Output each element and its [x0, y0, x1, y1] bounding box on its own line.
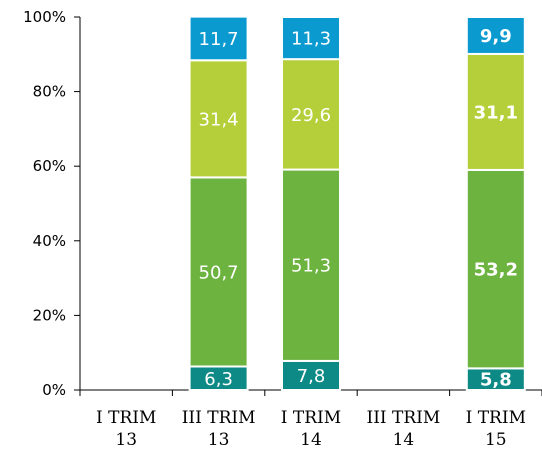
- y-tick-label: 40%: [33, 232, 66, 250]
- data-label: 51,3: [291, 256, 331, 277]
- bar-segment: [188, 15, 249, 62]
- x-tick-label: III TRIM 14: [366, 408, 440, 450]
- bar-segment: [465, 16, 526, 55]
- data-label: 6,3: [204, 369, 233, 390]
- data-label: 7,8: [297, 366, 326, 387]
- data-label: 9,9: [480, 26, 512, 47]
- chart-data-labels: 6,3 50,7 31,4 11,7 7,8 51,3 29,6 11,3 5,8 53,2 31,…: [199, 26, 518, 391]
- y-tick-label: 100%: [23, 8, 66, 26]
- bar-segment: [281, 16, 341, 61]
- y-tick-label: 60%: [33, 157, 66, 175]
- data-label: 11,7: [199, 29, 239, 50]
- bar-segment: [188, 59, 249, 179]
- data-label: 5,8: [480, 370, 512, 391]
- x-tick-label: I TRIM 14: [281, 408, 341, 450]
- y-tick-label: 20%: [33, 306, 66, 324]
- bar-segment: [188, 176, 249, 368]
- data-label: 11,3: [291, 29, 331, 50]
- y-tick-label: 80%: [33, 83, 66, 101]
- x-tick-label: III TRIM 13: [182, 408, 256, 450]
- data-label: 31,1: [474, 102, 518, 123]
- bar-segment: [281, 168, 341, 362]
- x-tick-label: I TRIM 13: [96, 408, 156, 450]
- data-label: 29,6: [291, 105, 331, 126]
- data-label: 50,7: [199, 262, 239, 283]
- chart-axes: 0% 20% 40% 60% 80% 100% I TRIM 13 III TRIM 13 I TR…: [23, 8, 542, 450]
- bar-segment: [465, 168, 526, 370]
- data-label: 31,4: [199, 109, 239, 130]
- chart-bars: [188, 15, 526, 392]
- x-tick-label: I TRIM 15: [466, 408, 526, 450]
- y-tick-label: 0%: [42, 381, 66, 399]
- data-label: 53,2: [474, 260, 518, 281]
